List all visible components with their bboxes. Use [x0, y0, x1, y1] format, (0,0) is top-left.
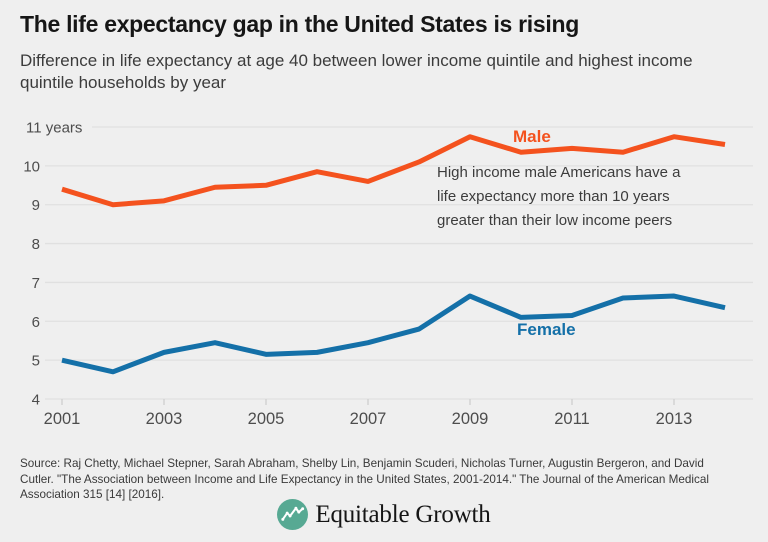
x-tick-label: 2005: [248, 410, 285, 428]
equitable-growth-logo: Equitable Growth: [0, 499, 768, 530]
logo-chart-line-icon: [277, 499, 309, 530]
x-tick-label: 2003: [146, 410, 183, 428]
male-line: [61, 134, 726, 208]
female-series-label: Female: [517, 320, 576, 339]
male-series-label: Male: [513, 127, 551, 146]
x-tick-label: 2001: [44, 410, 81, 428]
chart-annotation: High income male Americans have a life e…: [437, 164, 681, 229]
x-tick-label: 2011: [554, 410, 589, 428]
x-tick-label: 2007: [350, 410, 387, 428]
x-tick-label: 2009: [452, 410, 489, 428]
y-tick-label: 10: [23, 158, 40, 175]
y-tick-label: 9: [32, 197, 40, 214]
y-tick-label: 6: [32, 314, 40, 331]
page-title: The life expectancy gap in the United St…: [20, 11, 579, 37]
female-line: [61, 293, 726, 375]
source-citation: Source: Raj Chetty, Michael Stepner, Sar…: [20, 457, 709, 502]
logo-wordmark: Equitable Growth: [315, 500, 491, 528]
y-tick-label: 5: [32, 353, 40, 370]
y-tick-label: 8: [32, 236, 40, 253]
chart-subtitle: Difference in life expectancy at age 40 …: [20, 51, 693, 92]
y-tick-label: 7: [32, 275, 40, 292]
y-tick-label: 11 years: [26, 120, 82, 137]
y-tick-label: 4: [32, 392, 40, 409]
x-tick-label: 2013: [656, 410, 693, 428]
